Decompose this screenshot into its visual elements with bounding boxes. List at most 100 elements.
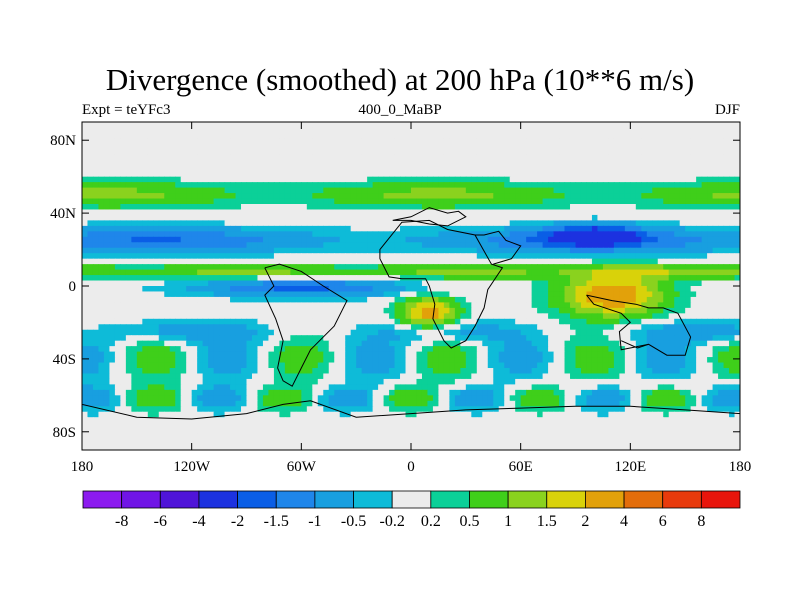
field-cell [153, 171, 160, 178]
field-cell [690, 296, 697, 303]
field-cell [586, 242, 593, 249]
field-cell [729, 149, 736, 156]
field-cell [630, 275, 637, 282]
field-cell [712, 149, 719, 156]
field-cell [92, 236, 100, 243]
field-cell [537, 220, 544, 227]
field-cell [471, 198, 478, 205]
field-cell [367, 154, 374, 161]
field-cell [454, 291, 461, 298]
field-cell [537, 204, 544, 211]
field-cell [701, 247, 708, 254]
field-cell [246, 247, 253, 254]
field-cell [197, 176, 204, 183]
field-cell [367, 132, 374, 139]
field-cell [202, 296, 209, 303]
field-cell [575, 214, 582, 221]
field-cell [367, 318, 374, 325]
field-cell [279, 143, 286, 150]
field-cell [515, 313, 522, 320]
field-cell [394, 296, 401, 303]
field-cell [701, 275, 708, 282]
field-cell [142, 149, 149, 156]
field-cell [334, 269, 341, 276]
field-cell [411, 318, 418, 325]
field-cell [668, 182, 675, 189]
field-cell [421, 143, 429, 150]
field-cell [542, 307, 549, 314]
field-cell [548, 209, 555, 216]
field-cell [208, 302, 215, 309]
field-cell [131, 231, 138, 238]
field-cell [361, 346, 368, 353]
field-cell [674, 132, 681, 139]
field-cell [646, 231, 653, 238]
field-cell [416, 171, 423, 178]
field-cell [608, 193, 615, 200]
field-cell [646, 143, 653, 150]
field-cell [251, 286, 259, 293]
field-cell [339, 307, 346, 314]
field-cell [679, 138, 686, 145]
field-cell [345, 138, 352, 145]
field-cell [591, 329, 599, 336]
field-cell [202, 231, 209, 238]
field-cell [98, 302, 105, 309]
field-cell [427, 160, 434, 167]
field-cell [723, 214, 730, 221]
field-cell [646, 253, 653, 260]
field-cell [400, 296, 407, 303]
field-cell [575, 198, 582, 205]
field-cell [690, 220, 697, 227]
field-cell [345, 329, 352, 336]
field-cell [301, 264, 308, 271]
field-cell [548, 193, 555, 200]
field-cell [92, 242, 100, 249]
field-cell [559, 214, 566, 221]
field-cell [416, 187, 423, 194]
field-cell [323, 231, 330, 238]
field-cell [641, 154, 648, 161]
field-cell [454, 253, 461, 260]
field-cell [701, 253, 708, 260]
field-cell [334, 127, 341, 134]
field-cell [564, 122, 571, 129]
field-cell [197, 247, 204, 254]
field-cell [87, 269, 94, 276]
field-cell [306, 286, 313, 293]
field-cell [696, 253, 703, 260]
field-cell [290, 264, 297, 271]
field-cell [652, 132, 659, 139]
field-cell [295, 198, 302, 205]
field-cell [180, 307, 187, 314]
field-cell [164, 247, 171, 254]
field-cell [208, 258, 215, 265]
field-cell [723, 324, 730, 331]
field-cell [186, 307, 193, 314]
field-cell [372, 340, 379, 347]
field-cell [378, 165, 385, 172]
field-cell [476, 335, 483, 342]
field-cell [394, 291, 401, 298]
field-cell [438, 324, 445, 331]
field-cell [136, 307, 143, 314]
field-cell [690, 275, 697, 282]
field-cell [646, 280, 653, 287]
field-cell [383, 318, 390, 325]
field-cell [389, 220, 396, 227]
field-cell [251, 209, 259, 216]
field-cell [356, 247, 363, 254]
field-cell [103, 340, 111, 347]
field-cell [208, 209, 215, 216]
field-cell [202, 165, 209, 172]
field-cell [613, 318, 620, 325]
field-cell [504, 160, 511, 167]
field-cell [696, 225, 703, 232]
field-cell [652, 165, 659, 172]
field-cell [367, 335, 374, 342]
field-cell [712, 214, 719, 221]
field-cell [443, 335, 450, 342]
field-cell [487, 275, 494, 282]
field-cell [591, 225, 599, 232]
field-cell [164, 138, 171, 145]
